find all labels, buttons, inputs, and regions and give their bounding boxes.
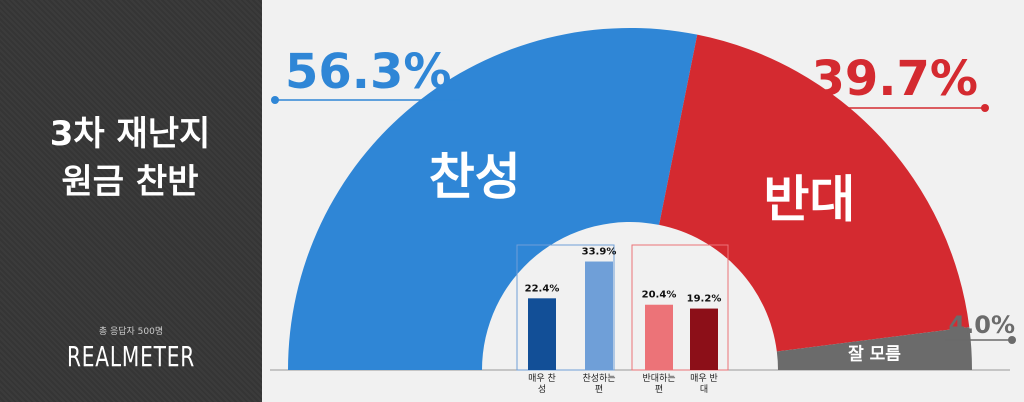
value-label: 39.7% — [811, 51, 978, 107]
group-box — [631, 244, 729, 371]
value-label: 20.4% — [642, 290, 677, 301]
note: 총 응답자 500명 — [98, 327, 164, 337]
slice-label: 찬성 — [429, 148, 521, 206]
value-label: 33.9% — [582, 247, 617, 258]
bar — [585, 261, 613, 370]
chart-title: 3차 재난지원금 찬반 — [49, 114, 211, 202]
x-tick-label: 반대하는 편 — [642, 374, 676, 395]
x-tick-label: 찬성하는 편 — [582, 374, 616, 395]
source: REALMETER — [66, 340, 196, 373]
slice-label: 반대 — [763, 171, 855, 229]
value-label: 4.0% — [948, 311, 1015, 339]
slice — [776, 327, 972, 370]
value-label: 22.4% — [525, 283, 560, 294]
slice-label: 잘 모름 — [848, 344, 901, 365]
leader-dot — [981, 104, 989, 112]
bar — [528, 298, 556, 370]
value-label: 19.2% — [687, 294, 722, 305]
side-panel: 3차 재난지원금 찬반 총 응답자 500명 REALMETER — [0, 0, 262, 402]
x-tick-label: 매우 찬성 — [528, 374, 556, 395]
leader-dot — [1008, 336, 1016, 344]
bar — [645, 304, 673, 370]
slice — [659, 34, 970, 352]
bar — [690, 308, 718, 370]
group-box — [516, 244, 615, 371]
value-label: 56.3% — [285, 44, 452, 100]
x-tick-label: 매우 반대 — [690, 374, 718, 395]
leader-dot — [271, 96, 279, 104]
slice — [288, 27, 698, 370]
